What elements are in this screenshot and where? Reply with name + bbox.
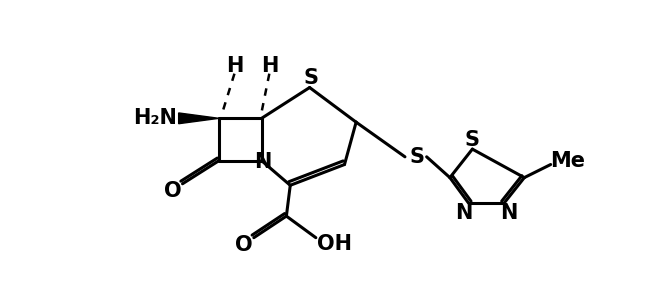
Text: H: H	[226, 56, 243, 76]
Text: O: O	[235, 235, 253, 255]
Text: O: O	[164, 181, 181, 201]
Text: H₂N: H₂N	[133, 108, 178, 128]
Text: S: S	[409, 147, 424, 167]
Text: S: S	[465, 130, 480, 150]
Text: N: N	[455, 203, 472, 223]
Text: H: H	[260, 56, 278, 76]
Text: N: N	[253, 152, 271, 172]
Text: S: S	[304, 68, 319, 88]
Text: Me: Me	[550, 151, 585, 171]
Text: N: N	[500, 203, 518, 223]
Text: OH: OH	[317, 234, 352, 254]
Polygon shape	[179, 113, 219, 124]
